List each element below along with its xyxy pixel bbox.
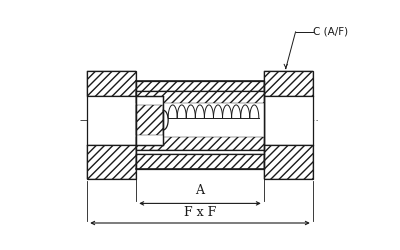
Bar — [136, 91, 264, 103]
Bar — [136, 106, 163, 135]
Bar — [136, 96, 163, 144]
Bar — [87, 71, 136, 96]
Text: C (A/F): C (A/F) — [313, 27, 348, 37]
Bar — [264, 144, 313, 179]
Bar — [264, 71, 313, 179]
Bar — [264, 71, 313, 96]
Bar — [136, 91, 264, 150]
Bar — [136, 81, 264, 96]
Bar — [87, 144, 136, 179]
Text: F x F: F x F — [184, 206, 216, 219]
Bar — [87, 71, 136, 179]
Bar — [136, 81, 264, 169]
Text: A: A — [196, 184, 204, 197]
Bar — [136, 154, 264, 169]
Text: FIT   LOK: FIT LOK — [141, 110, 259, 134]
Bar — [136, 137, 264, 149]
